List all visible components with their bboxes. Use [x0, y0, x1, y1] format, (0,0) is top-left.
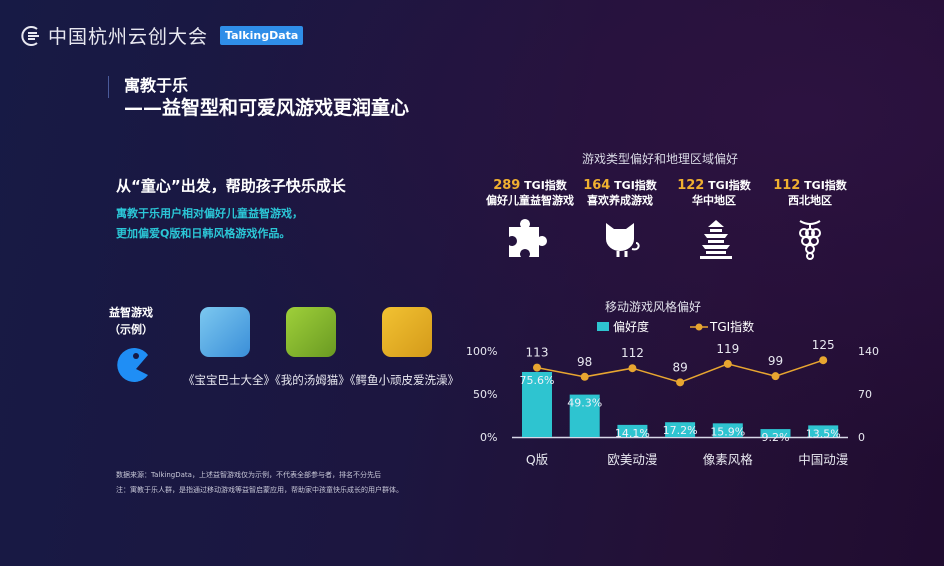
pref-label: 偏好儿童益智游戏 [486, 194, 574, 207]
tgi-data-label: 98 [577, 355, 592, 369]
bar-data-label: 9.2% [762, 431, 790, 444]
chart-title: 移动游戏风格偏好 [605, 300, 702, 314]
description-line: 寓教于乐用户相对偏好儿童益智游戏， [116, 207, 303, 220]
legend-bar: 偏好度 [597, 318, 649, 335]
pref-card: 122 TGI指数华中地区 [664, 178, 764, 208]
app-icon-wheres-my-water [382, 307, 432, 357]
tgi-point [628, 364, 637, 373]
app-name: 《鳄鱼小顽皮爱洗澡》 [349, 373, 459, 387]
page-title: 寓教于乐 [124, 76, 189, 95]
legend-swatch [597, 322, 609, 331]
bar [522, 371, 552, 437]
pref-card: 289 TGI指数偏好儿童益智游戏 [480, 178, 580, 208]
bar-data-label: 15.9% [710, 425, 745, 438]
y-left-tick: 50% [473, 388, 498, 401]
tgi-unit: TGI指数 [804, 179, 847, 192]
legend-swatch [690, 323, 708, 330]
tgi-point [819, 356, 828, 365]
tgi-unit: TGI指数 [708, 179, 751, 192]
tgi-value: 164 [583, 178, 611, 193]
tgi-data-label: 125 [812, 338, 835, 352]
x-tick-label: 像素风格 [703, 452, 754, 467]
pagoda-icon [700, 220, 732, 259]
app-icon-baby-bus [200, 307, 250, 357]
bar [712, 423, 743, 437]
tgi-unit: TGI指数 [614, 179, 657, 192]
tgi-data-label: 99 [768, 354, 783, 368]
tgi-value: 112 [773, 178, 801, 193]
y-left-tick: 0% [480, 431, 498, 444]
legend-label: 偏好度 [613, 320, 650, 334]
logo-icon [21, 25, 39, 46]
x-tick-label: 欧美动漫 [607, 452, 657, 467]
bar-data-label: 49.3% [567, 397, 602, 410]
pref-card: 164 TGI指数喜欢养成游戏 [570, 178, 670, 208]
description-line: 更加偏爱Q版和日韩风格游戏作品。 [116, 227, 291, 240]
x-tick-label: 中国动漫 [798, 452, 848, 467]
tgi-value: 122 [677, 178, 705, 193]
bar [760, 429, 791, 437]
talkingdata-badge: TalkingData [220, 26, 304, 45]
pref-label: 西北地区 [788, 194, 832, 207]
app-name: 《我的汤姆猫》 [275, 373, 350, 387]
pacman-icon [117, 348, 148, 382]
bar [617, 424, 648, 437]
label: 益智游戏 [109, 306, 153, 319]
legend-label: TGI指数 [710, 320, 755, 334]
pref-label: 华中地区 [692, 194, 736, 207]
tgi-data-label: 112 [621, 346, 644, 360]
tgi-point [676, 378, 685, 387]
y-right-tick: 70 [858, 388, 872, 401]
tgi-point [533, 363, 541, 372]
footnote-source: 数据来源：TalkingData，上述益智游戏仅为示例，不代表全部参与者，排名不… [116, 471, 381, 479]
tgi-value: 289 [493, 178, 521, 193]
tgi-data-label: 113 [526, 346, 549, 360]
label: （示例） [109, 323, 153, 336]
preferences-title: 游戏类型偏好和地理区域偏好 [582, 152, 739, 166]
tgi-point [771, 372, 780, 381]
app-icon-talking-tom [286, 307, 336, 357]
bar [808, 425, 839, 437]
y-left-tick: 100% [466, 345, 498, 358]
section-heading: 从“童心”出发，帮助孩子快乐成长 [116, 177, 346, 195]
pref-card: 112 TGI指数西北地区 [760, 178, 860, 208]
bar-data-label: 13.5% [806, 427, 841, 440]
title-divider [108, 76, 109, 98]
y-right-tick: 0 [858, 431, 865, 444]
app-name: 《宝宝巴士大全》 [183, 373, 275, 387]
header-logo: 中国杭州云创大会 TalkingData [20, 22, 304, 49]
tgi-unit: TGI指数 [524, 179, 567, 192]
bar [569, 394, 600, 437]
bar-data-label: 14.1% [615, 427, 650, 440]
x-tick-label: Q版 [526, 452, 549, 467]
y-right-tick: 140 [858, 345, 879, 358]
grapes-icon [799, 220, 821, 260]
puzzle-games-label: 益智游戏 （示例） [106, 304, 156, 338]
bar-data-label: 17.2% [663, 424, 698, 437]
bar [665, 422, 696, 437]
pref-label: 喜欢养成游戏 [587, 194, 653, 207]
tgi-point [723, 359, 732, 368]
app-names: 《宝宝巴士大全》《我的汤姆猫》《鳄鱼小顽皮爱洗澡》 [183, 372, 459, 388]
tgi-point [580, 372, 589, 381]
tgi-data-label: 89 [672, 360, 687, 374]
footnote-note: 注：寓教于乐人群，是指通过移动游戏等益智启蒙应用，帮助家中孩童快乐成长的用户群体… [116, 486, 403, 494]
puzzle-icon [509, 219, 547, 257]
brand-name: 中国杭州云创大会 [48, 26, 209, 48]
page-subtitle: ——益智型和可爱风游戏更润童心 [124, 97, 410, 119]
tgi-data-label: 119 [716, 342, 739, 356]
cat-icon [606, 223, 640, 257]
legend-line: TGI指数 [690, 318, 754, 335]
bar-data-label: 75.6% [520, 374, 555, 387]
